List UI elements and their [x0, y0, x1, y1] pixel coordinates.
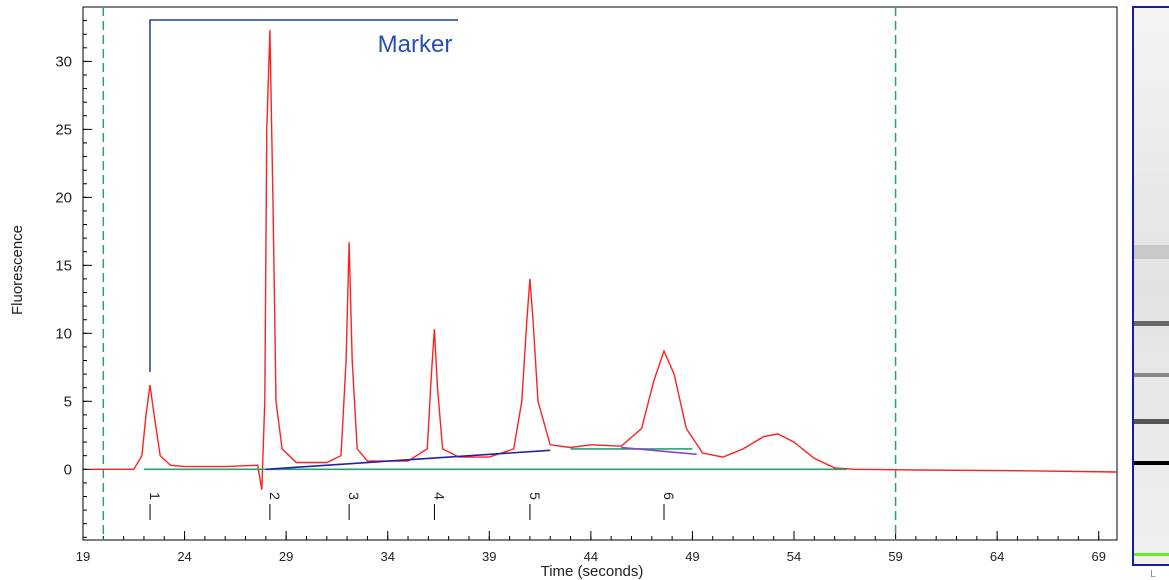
x-tick-label: 44 [584, 549, 598, 564]
x-tick-label: 24 [177, 549, 191, 564]
y-tick-label: 25 [55, 121, 72, 138]
x-tick-label: 29 [279, 549, 293, 564]
page: L Marker Time (seconds) Fluorescence 19 2… [0, 0, 1169, 580]
x-tick-label: 59 [888, 549, 902, 564]
peak-label: 1 [147, 492, 163, 500]
y-axis-label: Fluorescence [9, 225, 26, 315]
y-tick-label: 15 [55, 257, 72, 274]
gel-band [1134, 373, 1169, 377]
x-tick-label: 19 [76, 549, 90, 564]
x-tick-label: 69 [1091, 549, 1105, 564]
x-tick-label: 54 [787, 549, 801, 564]
gel-lane [1133, 7, 1169, 565]
x-tick-label: 39 [482, 549, 496, 564]
x-axis-label: Time (seconds) [541, 563, 644, 580]
x-tick-label: 49 [685, 549, 699, 564]
gel-band [1134, 245, 1169, 259]
peak-label: 4 [431, 492, 447, 500]
peak-label: 6 [661, 492, 677, 500]
gel-band [1134, 553, 1169, 556]
gel-band [1134, 321, 1169, 326]
gel-band [1134, 419, 1169, 424]
plot-frame [83, 7, 1117, 540]
gel-band [1134, 461, 1169, 465]
peak-label: 5 [527, 492, 543, 500]
lane-label: L [1150, 569, 1156, 580]
y-tick-label: 0 [64, 461, 72, 478]
peak-label: 2 [267, 492, 283, 500]
x-tick-label: 34 [380, 549, 394, 564]
y-tick-label: 20 [55, 189, 72, 206]
chart: L Marker Time (seconds) Fluorescence 19 2… [0, 0, 1169, 580]
y-tick-label: 10 [55, 325, 72, 342]
y-tick-label: 5 [64, 393, 72, 410]
y-tick-label: 30 [55, 53, 72, 70]
peak-label: 3 [346, 492, 362, 500]
annotation: Marker [378, 31, 453, 58]
x-tick-label: 64 [990, 549, 1004, 564]
gel-panel: L [1133, 7, 1169, 580]
